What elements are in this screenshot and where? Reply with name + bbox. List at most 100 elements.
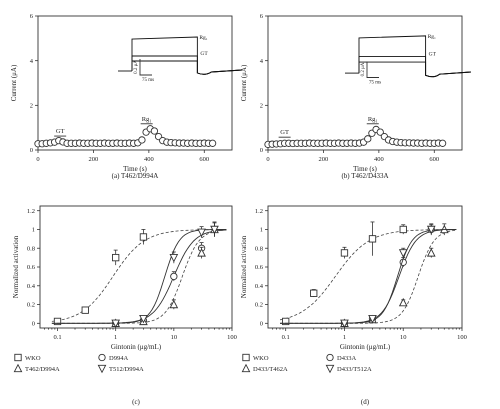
x-axis-label: Time (s) [353, 165, 377, 173]
legend: WKO D994A T462/D994A T512/D994A [13, 353, 144, 374]
data-point [210, 225, 219, 235]
scale-current-label: 0.2 μA [134, 60, 139, 74]
data-point [53, 317, 62, 326]
y-tick-label: 0.6 [255, 264, 264, 271]
y-axis-label: Current (μA) [240, 64, 248, 101]
x-tick-label: 1 [114, 334, 117, 341]
scale-time-label: 75 ms [142, 78, 154, 83]
data-point [368, 235, 377, 243]
x-tick-label: 0 [36, 156, 39, 163]
data-point [169, 299, 179, 309]
data-point [282, 317, 290, 326]
y-tick-label: 0.8 [27, 245, 35, 252]
y-tick-label: 0 [260, 147, 263, 154]
y-tick-label: 0.4 [255, 283, 264, 290]
trace-label: GT [200, 51, 208, 57]
fit-curve [51, 229, 227, 324]
plot-frame [37, 15, 233, 151]
plot-frame [39, 205, 233, 329]
legend-label: D433/T512A [337, 366, 372, 373]
scale-bar [139, 59, 152, 76]
x-axis-label: Gintonin (μg/mL) [111, 343, 162, 351]
scale-current-label: 0.2 μA [361, 62, 366, 76]
panel-b: 0 200 400 600 0 2 4 6 Time (s) Current (μA) (b) T4… [240, 13, 472, 180]
panel-a: 0 200 400 600 0 2 4 6 Time (s) Current (μA) (a) T4… [10, 13, 243, 180]
legend-label: D433A [337, 355, 356, 362]
current-trace [131, 60, 243, 75]
annotation-label: Rg₁ [368, 116, 378, 123]
x-tick-label: 100 [227, 334, 237, 341]
legend: WKO D433A D433/T462A D433/T512A [241, 353, 372, 374]
data-point [399, 225, 407, 234]
x-tick-label: 10 [171, 334, 178, 341]
data-point [150, 127, 159, 135]
legend-marker [325, 364, 335, 374]
data-point [197, 228, 206, 238]
data-point [170, 272, 178, 281]
x-tick-label: 100 [457, 334, 467, 341]
y-tick-label: 0 [32, 321, 35, 328]
fit-curve [280, 229, 457, 324]
y-tick-label: 1.2 [27, 208, 35, 215]
data-point [197, 248, 206, 257]
y-tick-label: 1 [260, 227, 263, 234]
panel-caption: (b) T462/D433A [341, 172, 388, 180]
data-point [139, 314, 148, 324]
y-axis-label: Normalized activation [12, 235, 20, 298]
x-tick-label: 400 [374, 156, 384, 163]
y-axis-label: Current (μA) [10, 64, 18, 101]
y-tick-label: 1 [32, 227, 35, 234]
legend-label: T462/D994A [25, 366, 60, 373]
data-point [139, 233, 148, 241]
trace-label: GT [429, 52, 437, 58]
current-trace [358, 61, 472, 78]
x-tick-label: 0.1 [282, 334, 290, 341]
plot-frame [267, 15, 463, 151]
data-point [368, 314, 377, 324]
data-point [81, 306, 89, 314]
y-tick-label: 0.2 [27, 302, 35, 309]
y-tick-label: 0.6 [27, 264, 36, 271]
x-axis-label: Gintonin (μg/mL) [340, 343, 391, 351]
y-tick-label: 4 [30, 58, 34, 65]
legend-marker [98, 353, 106, 362]
x-tick-label: 400 [144, 156, 154, 163]
data-point [169, 253, 179, 263]
legend-marker [242, 353, 250, 362]
x-tick-label: 200 [89, 156, 99, 163]
x-tick-label: 0 [266, 156, 269, 163]
current-trace [131, 55, 243, 75]
panel-caption: (d) [361, 398, 370, 406]
y-tick-label: 2 [30, 103, 33, 110]
legend-marker [326, 353, 334, 362]
x-tick-label: 1 [343, 334, 346, 341]
trace-label: Rg₁ [428, 34, 436, 40]
legend-marker [241, 363, 251, 373]
data-point [340, 249, 349, 257]
y-tick-label: 2 [260, 103, 263, 110]
legend-marker [14, 353, 22, 362]
fit-curve [51, 229, 227, 324]
data-point [426, 248, 436, 257]
legend-label: D994A [109, 355, 128, 362]
data-point [111, 319, 121, 329]
scale-time-label: 75 ms [369, 81, 381, 86]
legend-label: WKO [253, 355, 269, 362]
data-point [208, 139, 217, 147]
panel-caption: (a) T462/D994A [112, 172, 159, 180]
data-point [398, 297, 408, 307]
y-tick-label: 6 [30, 13, 34, 20]
legend-marker [97, 364, 107, 374]
data-point [310, 289, 318, 297]
y-tick-label: 1.2 [255, 208, 263, 215]
x-axis-label: Time (s) [123, 165, 147, 173]
data-point [438, 139, 447, 147]
data-point [426, 225, 436, 235]
data-point [364, 135, 372, 143]
x-tick-label: 600 [199, 156, 209, 163]
panel-d: 0.1 1 10 100 0 0.2 0.4 0.6 0.8 1 1.2 Gintonin (μg/m… [240, 205, 467, 406]
y-tick-label: 0.8 [255, 245, 263, 252]
fit-curve [280, 229, 457, 324]
